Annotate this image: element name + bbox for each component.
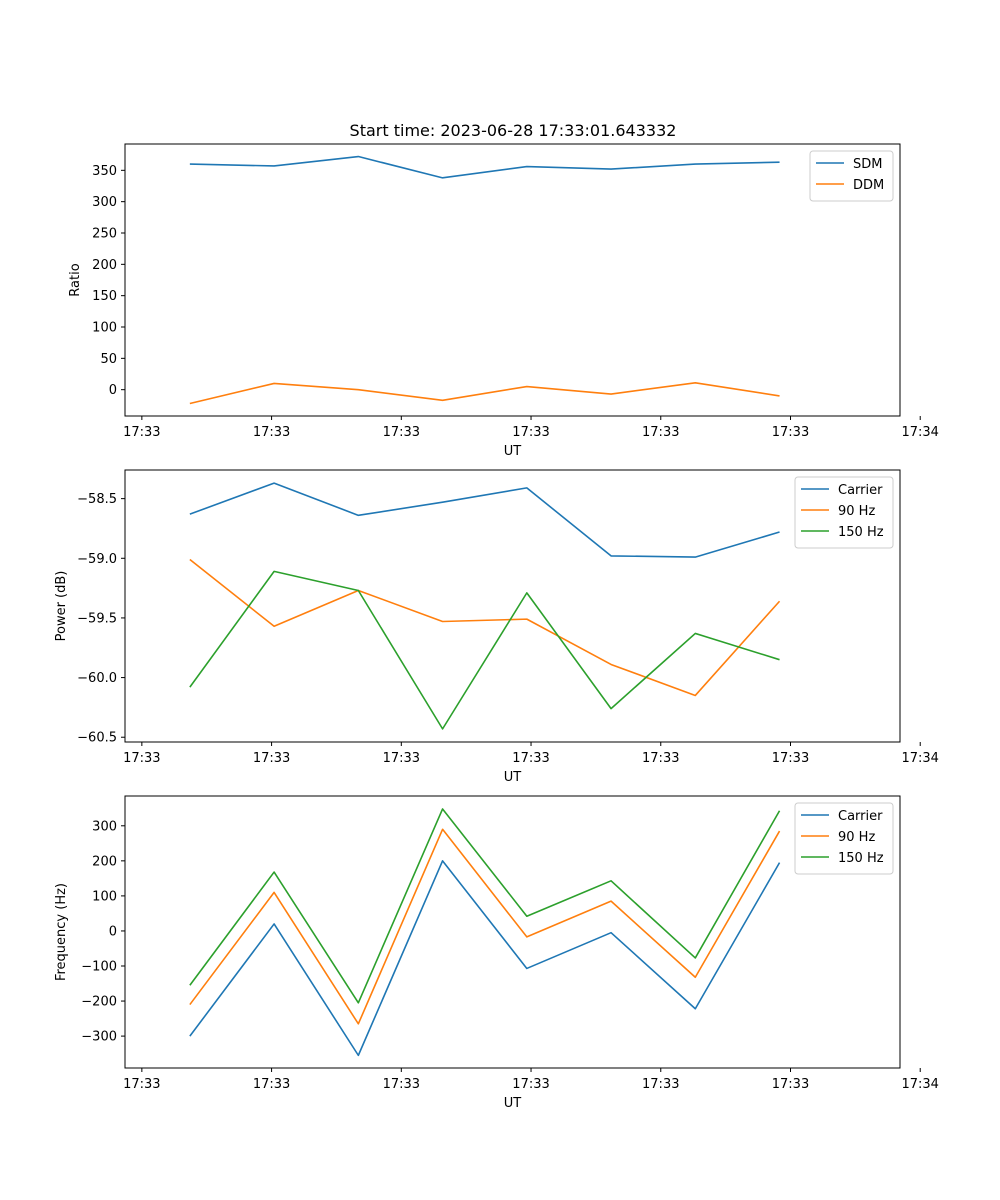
ratio-y-axis-label: Ratio — [68, 263, 83, 296]
frequency-x-tick-label: 17:33 — [642, 1077, 679, 1092]
frequency-panel: −300 −200 −100 0 100 200 300 17:33 17:33 17:33 17:… — [54, 795, 939, 1111]
ratio-y-tick-label: 300 — [92, 195, 117, 210]
frequency-x-tick-label: 17:33 — [772, 1077, 809, 1092]
ratio-y-tick-label: 250 — [92, 226, 117, 241]
ratio-x-tick-label: 17:33 — [253, 425, 290, 440]
power-legend-label-90-hz: 90 Hz — [838, 504, 875, 519]
power-legend-label-150-hz: 150 Hz — [838, 525, 884, 540]
ratio-y-tick-label: 0 — [109, 383, 117, 398]
ratio-y-tick-label: 350 — [92, 164, 117, 179]
frequency-y-tick-label: −200 — [81, 995, 117, 1010]
frequency-series-150-hz-line — [189, 808, 781, 1004]
frequency-y-tick-label: 300 — [92, 819, 117, 834]
power-x-tick-label: 17:33 — [772, 751, 809, 766]
frequency-x-tick-label: 17:34 — [901, 1077, 938, 1092]
frequency-legend-label-150-hz: 150 Hz — [838, 851, 884, 866]
ratio-series-sdm-line — [189, 155, 780, 179]
frequency-y-tick-label: 0 — [109, 924, 117, 939]
ratio-plot-frame — [124, 143, 901, 417]
frequency-x-tick-label: 17:33 — [123, 1077, 160, 1092]
power-y-axis-label: Power (dB) — [54, 571, 69, 642]
ratio-x-tick-label: 17:33 — [512, 425, 549, 440]
frequency-x-tick-label: 17:33 — [512, 1077, 549, 1092]
frequency-legend-label-90-hz: 90 Hz — [838, 830, 875, 845]
frequency-y-axis-label: Frequency (Hz) — [54, 883, 69, 981]
frequency-x-tick-label: 17:33 — [253, 1077, 290, 1092]
figure-title: Start time: 2023-06-28 17:33:01.643332 — [350, 121, 677, 140]
power-series-150-hz-line — [189, 570, 780, 730]
power-y-tick-label: −59.0 — [77, 552, 117, 567]
frequency-x-axis-label: UT — [504, 1096, 522, 1111]
frequency-y-tick-label: 100 — [92, 889, 117, 904]
ratio-x-tick-label: 17:33 — [642, 425, 679, 440]
power-y-tick-label: −58.5 — [77, 492, 117, 507]
ratio-y-tick-label: 100 — [92, 321, 117, 336]
power-x-tick-label: 17:34 — [901, 751, 938, 766]
ratio-x-tick-label: 17:33 — [383, 425, 420, 440]
frequency-y-tick-label: −100 — [81, 960, 117, 975]
power-x-tick-label: 17:33 — [383, 751, 420, 766]
frequency-x-tick-label: 17:33 — [383, 1077, 420, 1092]
power-panel: −60.5 −60.0 −59.5 −59.0 −58.5 17:33 17:33 17:33… — [54, 469, 939, 785]
power-series-90-hz-line — [189, 558, 781, 697]
power-x-axis-label: UT — [504, 770, 522, 785]
ratio-y-tick-label: 200 — [92, 258, 117, 273]
power-y-tick-label: −59.5 — [77, 611, 117, 626]
power-x-tick-label: 17:33 — [512, 751, 549, 766]
power-y-tick-label: −60.5 — [77, 731, 117, 746]
power-series-carrier-line — [189, 482, 780, 558]
frequency-legend-label-carrier: Carrier — [838, 809, 883, 824]
ratio-x-axis-label: UT — [504, 444, 522, 459]
ratio-x-tick-label: 17:33 — [772, 425, 809, 440]
ratio-x-tick-label: 17:33 — [123, 425, 160, 440]
frequency-plot-frame — [124, 795, 901, 1069]
power-x-tick-label: 17:33 — [123, 751, 160, 766]
power-plot-frame — [124, 469, 901, 743]
ratio-series-ddm-line — [189, 381, 780, 405]
power-x-tick-label: 17:33 — [253, 751, 290, 766]
frequency-series-carrier-line — [189, 860, 781, 1057]
frequency-y-tick-label: 200 — [92, 854, 117, 869]
ratio-legend-label-ddm: DDM — [853, 178, 884, 193]
ratio-y-tick-label: 150 — [92, 289, 117, 304]
ratio-y-tick-label: 50 — [100, 352, 117, 367]
frequency-y-tick-label: −300 — [81, 1030, 117, 1045]
ratio-panel: 0 50 100 150 200 250 300 350 17:33 17:33 17:33 17:3… — [68, 143, 939, 459]
frequency-series-90-hz-line — [189, 828, 781, 1025]
ratio-legend-label-sdm: SDM — [853, 157, 882, 172]
power-y-tick-label: −60.0 — [77, 671, 117, 686]
power-x-tick-label: 17:33 — [642, 751, 679, 766]
power-legend-label-carrier: Carrier — [838, 483, 883, 498]
ratio-x-tick-label: 17:34 — [901, 425, 938, 440]
